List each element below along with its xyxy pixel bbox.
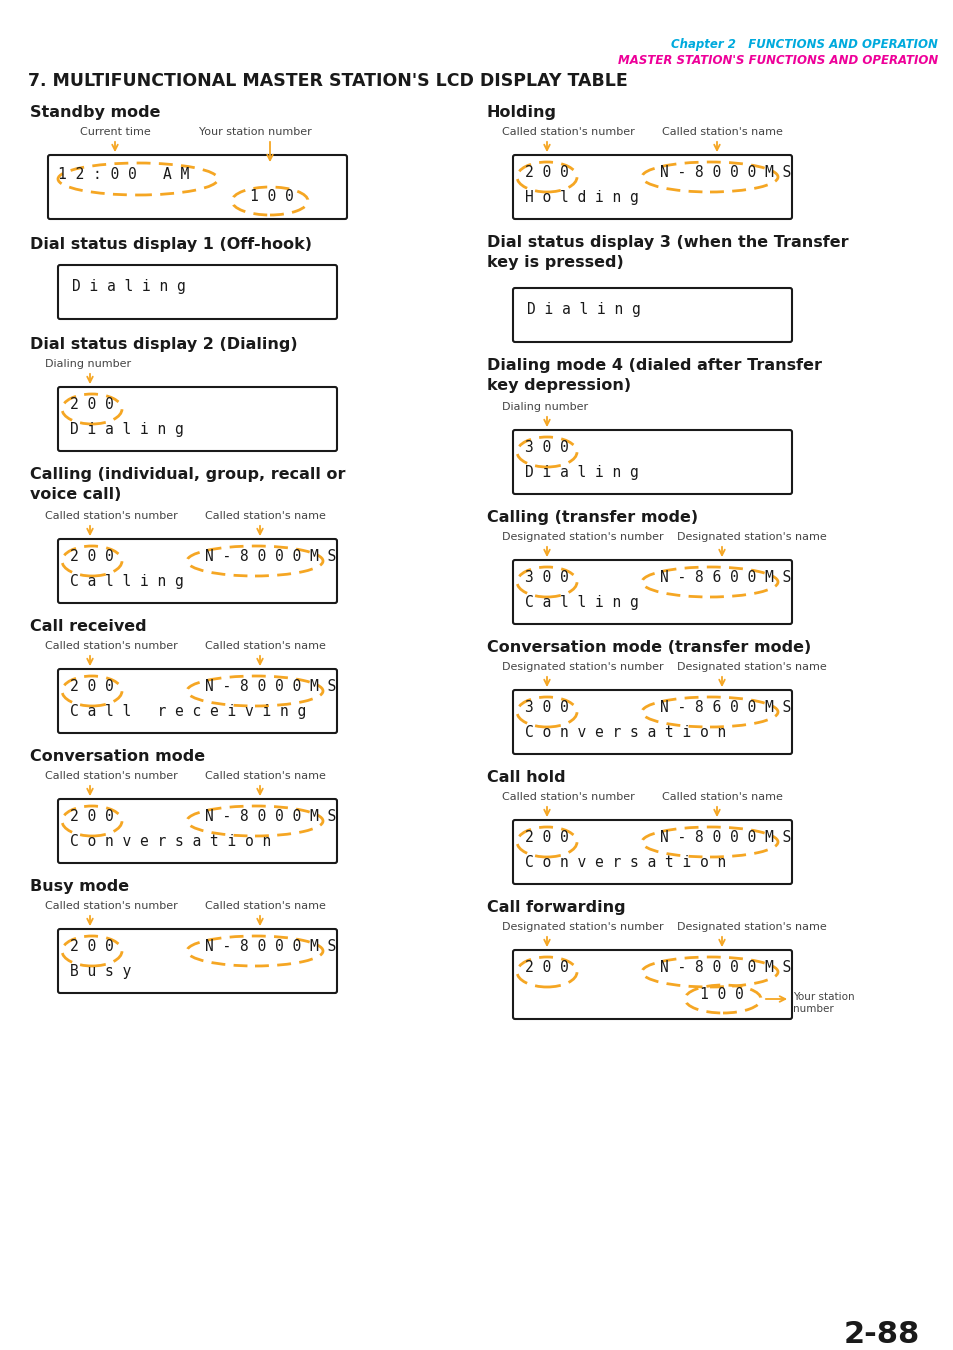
Text: Dialing mode 4 (dialed after Transfer: Dialing mode 4 (dialed after Transfer [486, 358, 821, 373]
Text: Current time: Current time [79, 127, 151, 136]
Text: Call received: Call received [30, 620, 147, 634]
Text: Calling (individual, group, recall or: Calling (individual, group, recall or [30, 467, 345, 482]
Text: H o l d i n g: H o l d i n g [524, 190, 639, 205]
Text: Designated station's name: Designated station's name [677, 532, 826, 541]
Text: Designated station's number: Designated station's number [501, 922, 663, 931]
Text: Dial status display 2 (Dialing): Dial status display 2 (Dialing) [30, 338, 297, 352]
Text: 2 0 0: 2 0 0 [524, 165, 568, 180]
Text: Standby mode: Standby mode [30, 105, 160, 120]
Text: Designated station's name: Designated station's name [677, 922, 826, 931]
Text: 3 0 0: 3 0 0 [524, 701, 568, 716]
Text: N - 8 0 0 0 M S: N - 8 0 0 0 M S [205, 549, 335, 564]
FancyBboxPatch shape [513, 431, 791, 494]
Text: Calling (transfer mode): Calling (transfer mode) [486, 510, 698, 525]
Text: 1 0 0: 1 0 0 [700, 987, 743, 1002]
Text: key depression): key depression) [486, 378, 631, 393]
Text: Chapter 2   FUNCTIONS AND OPERATION: Chapter 2 FUNCTIONS AND OPERATION [670, 38, 937, 51]
Text: D i a l i n g: D i a l i n g [524, 464, 639, 481]
FancyBboxPatch shape [48, 155, 347, 219]
Text: 2 0 0: 2 0 0 [524, 830, 568, 845]
Text: 2 0 0: 2 0 0 [70, 809, 113, 824]
Text: Called station's number: Called station's number [45, 641, 177, 651]
Text: 1 0 0: 1 0 0 [250, 189, 294, 204]
FancyBboxPatch shape [58, 539, 336, 603]
Text: Conversation mode (transfer mode): Conversation mode (transfer mode) [486, 640, 810, 655]
Text: 3 0 0: 3 0 0 [524, 440, 568, 455]
FancyBboxPatch shape [58, 670, 336, 733]
Text: number: number [792, 1004, 833, 1014]
Text: Dial status display 3 (when the Transfer: Dial status display 3 (when the Transfer [486, 235, 848, 250]
FancyBboxPatch shape [513, 155, 791, 219]
FancyBboxPatch shape [58, 265, 336, 319]
Text: C a l l i n g: C a l l i n g [524, 595, 639, 610]
Text: Called station's name: Called station's name [205, 641, 326, 651]
FancyBboxPatch shape [58, 387, 336, 451]
Text: Your station: Your station [792, 992, 854, 1002]
Text: Called station's name: Called station's name [205, 900, 326, 911]
Text: Designated station's number: Designated station's number [501, 532, 663, 541]
Text: Called station's name: Called station's name [661, 792, 782, 802]
Text: Dialing number: Dialing number [501, 402, 587, 412]
Text: B u s y: B u s y [70, 964, 132, 979]
Text: 2 0 0: 2 0 0 [70, 397, 113, 412]
Text: Called station's number: Called station's number [45, 512, 177, 521]
Text: N - 8 0 0 0 M S: N - 8 0 0 0 M S [205, 679, 335, 694]
Text: Dial status display 1 (Off-hook): Dial status display 1 (Off-hook) [30, 238, 312, 252]
Text: N - 8 6 0 0 M S: N - 8 6 0 0 M S [659, 570, 790, 585]
Text: Called station's name: Called station's name [205, 771, 326, 782]
Text: N - 8 0 0 0 M S: N - 8 0 0 0 M S [659, 960, 790, 975]
Text: Call hold: Call hold [486, 769, 565, 784]
Text: Conversation mode: Conversation mode [30, 749, 205, 764]
Text: key is pressed): key is pressed) [486, 255, 623, 270]
Text: Called station's number: Called station's number [501, 792, 634, 802]
Text: Call forwarding: Call forwarding [486, 900, 625, 915]
Text: N - 8 0 0 0 M S: N - 8 0 0 0 M S [205, 809, 335, 824]
Text: Called station's name: Called station's name [661, 127, 782, 136]
Text: D i a l i n g: D i a l i n g [70, 423, 184, 437]
Text: 2 0 0: 2 0 0 [524, 960, 568, 975]
Text: C o n v e r s a t i o n: C o n v e r s a t i o n [70, 834, 271, 849]
Text: Called station's name: Called station's name [205, 512, 326, 521]
FancyBboxPatch shape [513, 690, 791, 755]
FancyBboxPatch shape [513, 819, 791, 884]
Text: D i a l i n g: D i a l i n g [526, 302, 640, 317]
Text: Called station's number: Called station's number [45, 771, 177, 782]
Text: C a l l   r e c e i v i n g: C a l l r e c e i v i n g [70, 703, 306, 720]
Text: Designated station's name: Designated station's name [677, 662, 826, 672]
Text: Called station's number: Called station's number [45, 900, 177, 911]
Text: C o n v e r s a t i o n: C o n v e r s a t i o n [524, 725, 725, 740]
FancyBboxPatch shape [58, 929, 336, 994]
Text: 2 0 0: 2 0 0 [70, 940, 113, 954]
Text: C o n v e r s a t i o n: C o n v e r s a t i o n [524, 855, 725, 869]
FancyBboxPatch shape [513, 950, 791, 1019]
Text: 2-88: 2-88 [842, 1320, 919, 1349]
Text: N - 8 6 0 0 M S: N - 8 6 0 0 M S [659, 701, 790, 716]
FancyBboxPatch shape [513, 560, 791, 624]
Text: Your station number: Your station number [198, 127, 311, 136]
Text: Designated station's number: Designated station's number [501, 662, 663, 672]
Text: MASTER STATION'S FUNCTIONS AND OPERATION: MASTER STATION'S FUNCTIONS AND OPERATION [618, 54, 937, 68]
Text: 1 2 : 0 0   A M: 1 2 : 0 0 A M [58, 167, 189, 182]
Text: 2 0 0: 2 0 0 [70, 679, 113, 694]
FancyBboxPatch shape [58, 799, 336, 863]
Text: Dialing number: Dialing number [45, 359, 131, 369]
Text: 2 0 0: 2 0 0 [70, 549, 113, 564]
Text: 3 0 0: 3 0 0 [524, 570, 568, 585]
Text: Holding: Holding [486, 105, 557, 120]
Text: C a l l i n g: C a l l i n g [70, 574, 184, 589]
Text: N - 8 0 0 0 M S: N - 8 0 0 0 M S [659, 165, 790, 180]
Text: voice call): voice call) [30, 487, 121, 502]
Text: N - 8 0 0 0 M S: N - 8 0 0 0 M S [205, 940, 335, 954]
Text: Busy mode: Busy mode [30, 879, 129, 894]
Text: D i a l i n g: D i a l i n g [71, 279, 186, 294]
Text: Called station's number: Called station's number [501, 127, 634, 136]
FancyBboxPatch shape [513, 288, 791, 342]
Text: N - 8 0 0 0 M S: N - 8 0 0 0 M S [659, 830, 790, 845]
Text: 7. MULTIFUNCTIONAL MASTER STATION'S LCD DISPLAY TABLE: 7. MULTIFUNCTIONAL MASTER STATION'S LCD … [28, 72, 627, 90]
